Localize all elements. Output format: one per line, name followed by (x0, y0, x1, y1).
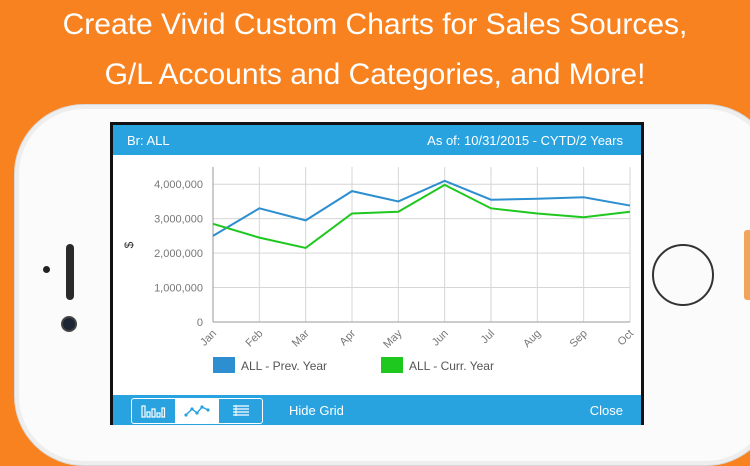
legend-label-prev-year: ALL - Prev. Year (241, 359, 327, 373)
x-tick-label: Jun (430, 328, 451, 349)
x-tick-label: Feb (244, 328, 266, 350)
y-tick-label: 0 (197, 317, 203, 329)
line-chart: 0 1,000,000 2,000,000 3,000,000 4,000,000 $ Ja… (122, 167, 637, 373)
as-of-label: As of: 10/31/2015 - CYTD/2 Years (427, 133, 623, 148)
side-button (744, 230, 750, 300)
y-tick-label: 1,000,000 (154, 283, 203, 295)
curr-year-line (212, 183, 631, 250)
x-tick-label: Jul (479, 328, 497, 346)
prev-year-line (212, 179, 631, 237)
y-tick-label: 3,000,000 (154, 214, 203, 226)
top-bar: Br: ALL As of: 10/31/2015 - CYTD/2 Years (113, 125, 641, 155)
x-tick-label: Mar (290, 327, 312, 349)
home-button[interactable] (652, 244, 714, 306)
front-camera-icon (63, 318, 75, 330)
line-chart-icon (184, 405, 210, 417)
x-tick-label: Oct (616, 328, 637, 349)
legend-swatch-curr-year (381, 357, 403, 373)
close-button[interactable]: Close (589, 403, 623, 418)
view-switcher (131, 398, 263, 424)
branch-label: Br: ALL (127, 133, 170, 148)
bottom-toolbar: Hide Grid Close (113, 395, 641, 425)
x-tick-label: May (381, 327, 405, 351)
list-icon (232, 405, 249, 416)
hide-grid-button[interactable]: Hide Grid (289, 403, 344, 418)
speaker-icon (66, 244, 74, 300)
x-tick-label: Aug (521, 328, 543, 350)
x-tick-label: Sep (567, 328, 589, 350)
bar-chart-view-button[interactable] (132, 399, 176, 423)
legend-label-curr-year: ALL - Curr. Year (409, 359, 494, 373)
sensor-icon (43, 266, 50, 273)
app-screen: Br: ALL As of: 10/31/2015 - CYTD/2 Years… (110, 122, 644, 425)
promo-line-2: G/L Accounts and Categories, and More! (104, 58, 646, 91)
line-chart-view-button[interactable] (175, 399, 220, 423)
bar-chart-icon (141, 405, 166, 418)
promo-line-1: Create Vivid Custom Charts for Sales Sou… (62, 8, 688, 41)
y-axis-label: $ (122, 241, 136, 248)
list-view-button[interactable] (219, 399, 262, 423)
y-tick-label: 4,000,000 (154, 179, 203, 191)
x-tick-label: Jan (198, 328, 219, 349)
legend-swatch-prev-year (213, 357, 235, 373)
y-tick-label: 2,000,000 (154, 248, 203, 260)
x-tick-label: Apr (338, 327, 359, 348)
